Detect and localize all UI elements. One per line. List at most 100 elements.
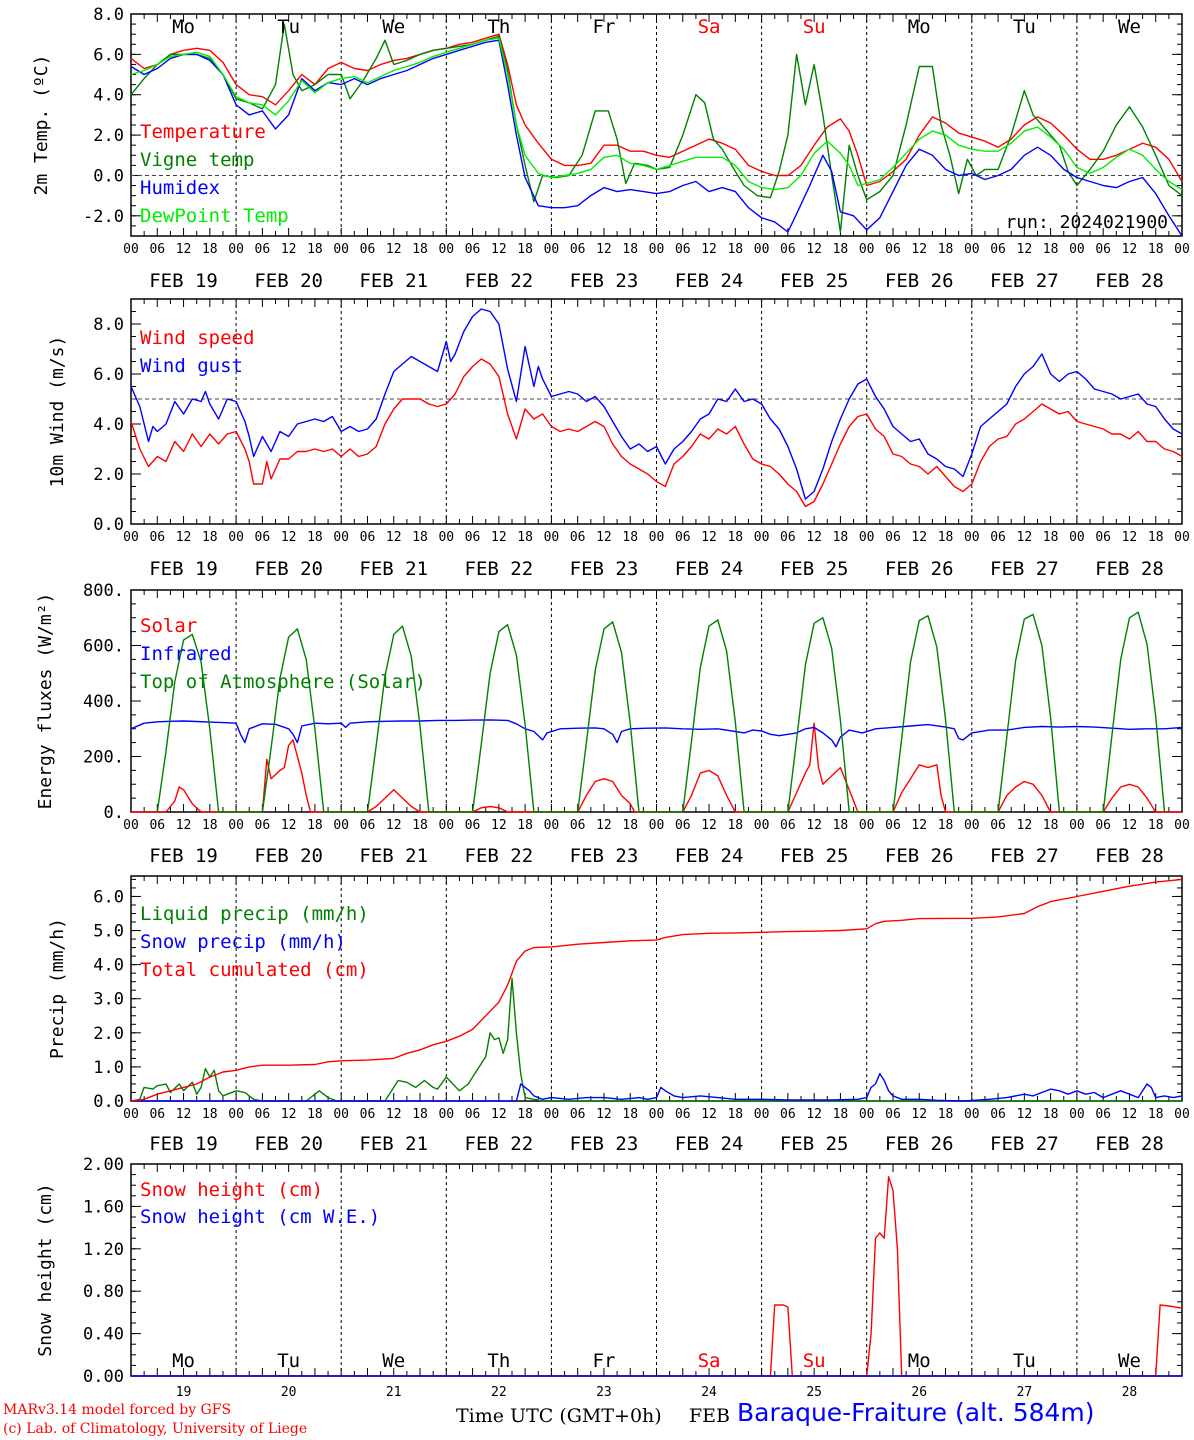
panel-1-hour-label: 12: [281, 242, 297, 257]
panel-3-hour-label: 06: [885, 818, 901, 833]
panel-4-date-label: FEB 23: [570, 1133, 639, 1155]
panel-5-day-number: 27: [1017, 1385, 1033, 1400]
panel-5-day-number: 19: [176, 1385, 192, 1400]
panel-5-ytick-label: 1.20: [83, 1240, 124, 1260]
panel-1-hour-label: 06: [780, 242, 796, 257]
panel-1-hour-label: 06: [885, 242, 901, 257]
panel-3-series-top-of-atmosphere-solar: [156, 611, 1166, 813]
panel-2-date-label: FEB 22: [465, 558, 534, 580]
panel-2-date-label: FEB 27: [990, 558, 1059, 580]
panel-2-hour-label: 06: [360, 530, 376, 545]
panel-3-legend-entry: Infrared: [140, 643, 232, 665]
panel-3-date-label: FEB 26: [885, 845, 954, 867]
panel-3-hour-label: 06: [360, 818, 376, 833]
panel-3-hour-label: 12: [176, 818, 192, 833]
panel-4-date-label: FEB 19: [149, 1133, 218, 1155]
panel-5-weekday-label: We: [382, 1350, 405, 1372]
panel-2-hour-label: 12: [1017, 530, 1033, 545]
panel-1-hour-label: 00: [964, 242, 980, 257]
panel-3-hour-label: 18: [622, 818, 638, 833]
panel-3-hour-label: 12: [806, 818, 822, 833]
panel-4-hour-label: 06: [255, 1107, 271, 1122]
panel-1-hour-label: 12: [1017, 242, 1033, 257]
panel-2-hour-label: 00: [1069, 530, 1085, 545]
panel-3-series-infrared: [130, 719, 1183, 748]
panel-5-weekday-label: Tu: [277, 1350, 300, 1372]
panel-1-hour-label: 06: [360, 242, 376, 257]
panel-4-date-label: FEB 26: [885, 1133, 954, 1155]
panel-1-legend-entry: DewPoint Temp: [140, 205, 289, 227]
panel-2-ytick-label: 8.0: [93, 315, 124, 335]
panel-4-hour-label: 18: [307, 1107, 323, 1122]
panel-1-hour-label: 00: [544, 242, 560, 257]
panel-2-hour-label: 00: [438, 530, 454, 545]
panel-5-day-number: 21: [386, 1385, 402, 1400]
panel-3-hour-label: 12: [596, 818, 612, 833]
panel-3-hour-label: 06: [990, 818, 1006, 833]
panel-4-hour-label: 18: [622, 1107, 638, 1122]
panel-3-legend-entry: Top of Atmosphere (Solar): [140, 671, 426, 693]
panel-3-hour-label: 00: [228, 818, 244, 833]
panel-3-hour-label: 06: [780, 818, 796, 833]
panel-2-hour-label: 12: [911, 530, 927, 545]
panel-5-weekday-label: Mo: [172, 1350, 195, 1372]
footer-lab: (c) Lab. of Climatology, University of L…: [3, 1421, 308, 1437]
panel-1-hour-label: 18: [1148, 242, 1164, 257]
panel-3-date-label: FEB 19: [149, 845, 218, 867]
panel-1-weekday-label: Tu: [277, 16, 300, 38]
panel-2-date-label: FEB 24: [675, 558, 744, 580]
panel-3-hour-label: 00: [333, 818, 349, 833]
panel-4-date-label: FEB 24: [675, 1133, 744, 1155]
panel-2-legend-entry: Wind speed: [140, 327, 254, 349]
panel-4-hour-label: 12: [386, 1107, 402, 1122]
panel-2-date-label: FEB 28: [1095, 558, 1164, 580]
panel-2-hour-label: 18: [517, 530, 533, 545]
panel-2-date-label: FEB 21: [359, 558, 428, 580]
month-label: FEB: [689, 1405, 731, 1427]
panel-3-hour-label: 00: [1069, 818, 1085, 833]
panel-2-frame: [130, 298, 1183, 525]
panel-3-hour-label: 18: [517, 818, 533, 833]
panel-4-hour-label: 00: [964, 1107, 980, 1122]
panel-1-hour-label: 00: [438, 242, 454, 257]
panel-1-weekday-label: Tu: [1013, 16, 1036, 38]
panel-3-date-label: FEB 23: [570, 845, 639, 867]
panel-5-day-number: 20: [281, 1385, 297, 1400]
panel-1-hour-label: 06: [149, 242, 165, 257]
panel-3-hour-label: 18: [833, 818, 849, 833]
panel-5-legend-entry: Snow height (cm): [140, 1179, 323, 1201]
panel-3-hour-label: 12: [701, 818, 717, 833]
panel-1-date-label: FEB 21: [359, 270, 428, 292]
panel-2-date-label: FEB 26: [885, 558, 954, 580]
panel-4-hour-label: 18: [517, 1107, 533, 1122]
panel-2-hour-label: 06: [465, 530, 481, 545]
panel-5-ytick-label: 2.00: [83, 1155, 124, 1175]
panel-1-weekday-label: We: [1118, 16, 1141, 38]
panel-2-ytick-label: 4.0: [93, 415, 124, 435]
panel-5-weekday-label: Tu: [1013, 1350, 1036, 1372]
panel-5-day-number: 25: [806, 1385, 822, 1400]
panel-5-weekday-label: Th: [487, 1350, 510, 1372]
panel-5-day-number: 23: [596, 1385, 612, 1400]
footer-model: MARv3.14 model forced by GFS: [3, 1402, 232, 1418]
panel-4-hour-label: 00: [333, 1107, 349, 1122]
panel-2-hour-label: 18: [307, 530, 323, 545]
panel-5-day-number: 26: [911, 1385, 927, 1400]
panel-3-hour-label: 18: [727, 818, 743, 833]
panel-4-hour-label: 18: [1148, 1107, 1164, 1122]
panel-3-hour-label: 00: [859, 818, 875, 833]
panel-1-ylabel: 2m Temp. (ºC): [31, 55, 52, 196]
panel-3-legend-entry: Solar: [140, 615, 197, 637]
panel-1-weekday-label: Sa: [698, 16, 721, 38]
panel-2-hour-label: 18: [1043, 530, 1059, 545]
panel-5-weekday-label: We: [1118, 1350, 1141, 1372]
panel-2-hour-label: 06: [675, 530, 691, 545]
panel-3-hour-label: 12: [911, 818, 927, 833]
panel-1-hour-label: 18: [833, 242, 849, 257]
panel-1-date-label: FEB 23: [570, 270, 639, 292]
panel-1-series-temperature: [130, 33, 1183, 187]
panel-4-ytick-label: 4.0: [93, 956, 124, 976]
panel-1-ytick-label: -2.0: [83, 207, 124, 227]
panel-1-hour-label: 00: [859, 242, 875, 257]
panel-1-hour-label: 06: [465, 242, 481, 257]
